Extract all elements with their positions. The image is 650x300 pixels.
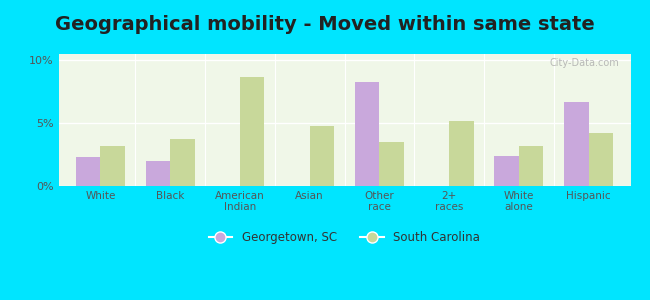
Bar [100,146,125,186]
Bar [564,102,589,186]
Bar [355,82,380,186]
Bar [146,161,170,186]
Bar [76,157,100,186]
Bar [589,133,613,186]
Bar [170,140,194,186]
Text: Geographical mobility - Moved within same state: Geographical mobility - Moved within sam… [55,15,595,34]
Text: City-Data.com: City-Data.com [549,58,619,68]
Bar [519,146,543,186]
Bar [380,142,404,186]
Bar [309,126,334,186]
Bar [449,121,474,186]
Bar [240,76,265,186]
Bar [495,156,519,186]
Legend: Georgetown, SC, South Carolina: Georgetown, SC, South Carolina [204,226,485,249]
